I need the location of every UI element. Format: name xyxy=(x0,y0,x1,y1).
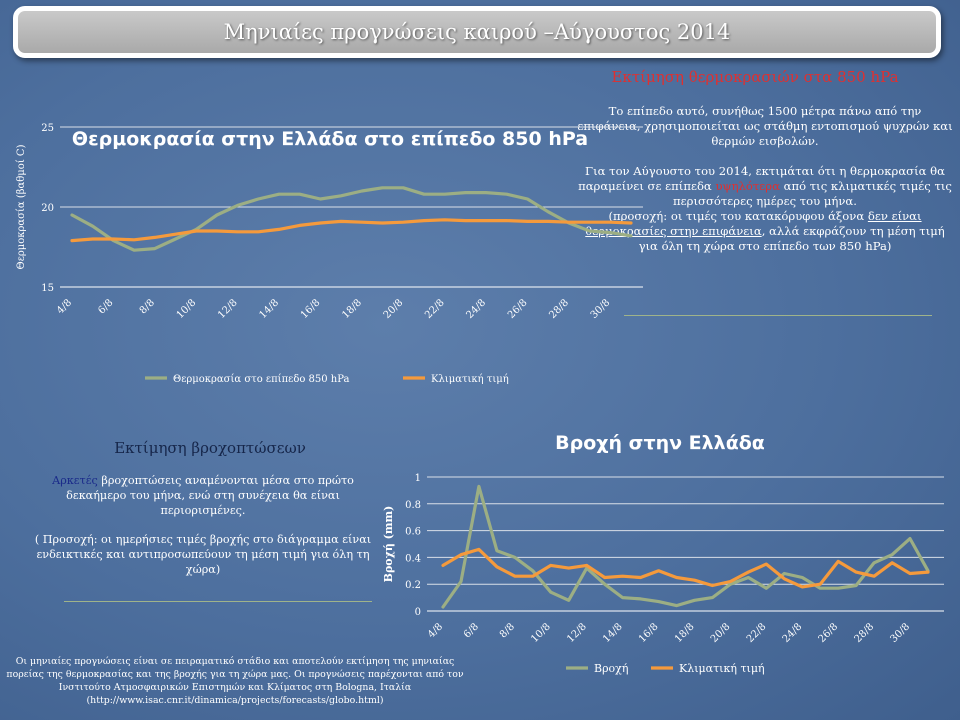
x-tick-label: 20/8 xyxy=(709,621,733,645)
y-tick-label: 0.8 xyxy=(405,500,421,511)
x-tick-label: 14/8 xyxy=(601,621,625,645)
y-tick-label: 0.4 xyxy=(405,553,421,564)
page-title: Μηνιαίες προγνώσεις καιρού –Αύγουστος 20… xyxy=(223,20,731,44)
highlight-higher: υψηλότερα xyxy=(715,179,780,193)
footnote: Οι μηνιαίες προγνώσεις είναι σε πειραματ… xyxy=(6,656,464,706)
x-tick-label: 22/8 xyxy=(745,621,769,645)
x-tick-label: 10/8 xyxy=(175,297,199,321)
y-tick-label: 0 xyxy=(415,607,421,618)
series-line-climate xyxy=(441,547,930,589)
x-tick-label: 6/8 xyxy=(462,621,481,640)
x-tick-label: 20/8 xyxy=(382,297,406,321)
x-tick-label: 24/8 xyxy=(465,297,489,321)
temperature-chart-title: Θερμοκρασία στην Ελλάδα στο επίπεδο 850 … xyxy=(71,128,589,150)
x-tick-label: 18/8 xyxy=(673,621,697,645)
x-tick-label: 6/8 xyxy=(96,297,115,316)
temperature-para-2: Για τον Αύγουστο του 2014, εκτιμάται ότι… xyxy=(578,164,952,208)
legend-label: Θερμοκρασία στο επίπεδο 850 hPa xyxy=(173,374,350,385)
x-tick-label: 18/8 xyxy=(340,297,364,321)
temperature-para-1: Το επίπεδο αυτό, συνήθως 1500 μέτρα πάνω… xyxy=(577,104,953,148)
y-tick-label: 15 xyxy=(41,283,54,294)
x-tick-label: 28/8 xyxy=(547,297,571,321)
y-tick-label: 0.6 xyxy=(405,527,421,538)
x-tick-label: 10/8 xyxy=(529,621,553,645)
temperature-para-3: (προσοχή: οι τιμές του κατακόρυφου άξονα… xyxy=(585,209,945,253)
x-tick-label: 4/8 xyxy=(55,297,74,316)
y-tick-label: 25 xyxy=(41,123,54,134)
x-tick-label: 16/8 xyxy=(299,297,323,321)
rain-para-2: ( Προσοχή: οι ημερήσιες τιμές βροχής στο… xyxy=(34,533,372,576)
rain-description: Αρκετές βροχοπτώσεις αναμένονται μέσα στ… xyxy=(28,473,378,591)
x-tick-label: 28/8 xyxy=(853,621,877,645)
series-line-observed xyxy=(441,484,930,609)
series-line-climate xyxy=(70,218,633,243)
legend-label: Κλιματική τιμή xyxy=(679,662,765,675)
legend-label: Κλιματική τιμή xyxy=(431,374,509,385)
temperature-divider xyxy=(624,315,932,316)
x-tick-label: 30/8 xyxy=(888,621,912,645)
x-tick-label: 14/8 xyxy=(257,297,281,321)
y-tick-label: 1 xyxy=(415,473,421,484)
legend-label: Βροχή xyxy=(594,662,628,675)
x-tick-label: 26/8 xyxy=(506,297,530,321)
x-tick-label: 24/8 xyxy=(781,621,805,645)
x-tick-label: 16/8 xyxy=(637,621,661,645)
series-line-observed xyxy=(70,186,633,252)
highlight-several: Αρκετές xyxy=(52,474,98,487)
x-tick-label: 12/8 xyxy=(216,297,240,321)
x-tick-label: 8/8 xyxy=(138,297,157,316)
x-tick-label: 30/8 xyxy=(589,297,613,321)
temperature-heading: Εκτίμηση θερμοκρασιών στα 850 hPa xyxy=(611,68,899,86)
rain-para-1: Αρκετές βροχοπτώσεις αναμένονται μέσα στ… xyxy=(52,474,354,517)
y-tick-label: 0.2 xyxy=(405,580,421,591)
y-tick-label: 20 xyxy=(41,203,54,214)
x-tick-label: 4/8 xyxy=(426,621,445,640)
rain-chart-title: Βροχή στην Ελλάδα xyxy=(555,432,765,454)
y-axis-label: Θερμοκρασία (βαθμοί C) xyxy=(16,144,27,269)
title-bar: Μηνιαίες προγνώσεις καιρού –Αύγουστος 20… xyxy=(13,6,941,58)
x-tick-label: 8/8 xyxy=(498,621,517,640)
temperature-description: Το επίπεδο αυτό, συνήθως 1500 μέτρα πάνω… xyxy=(576,104,954,269)
rain-divider xyxy=(64,601,372,602)
y-axis-label: Βροχή (mm) xyxy=(382,506,395,583)
rain-heading: Εκτίμηση βροχοπτώσεων xyxy=(114,439,306,457)
x-tick-label: 26/8 xyxy=(817,621,841,645)
x-tick-label: 12/8 xyxy=(565,621,589,645)
x-tick-label: 22/8 xyxy=(423,297,447,321)
